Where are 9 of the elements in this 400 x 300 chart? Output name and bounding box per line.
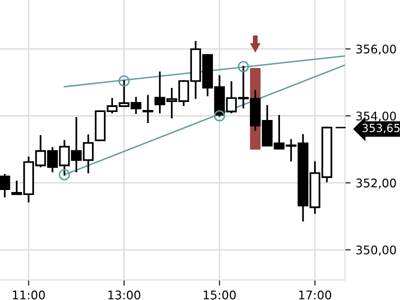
x-tick-label: 13:00 [108,290,140,300]
x-tick-label: 17:00 [299,290,332,300]
x-tick-label: 15:00 [204,290,236,300]
y-tick-label: 354,00 [356,112,396,122]
y-tick-label: 356,00 [356,44,396,55]
y-tick-label: 352,00 [356,178,396,189]
text: 353,65 [362,124,400,134]
x-tick-label: 11:00 [12,290,45,300]
y-tick-label: 350,00 [356,245,396,256]
